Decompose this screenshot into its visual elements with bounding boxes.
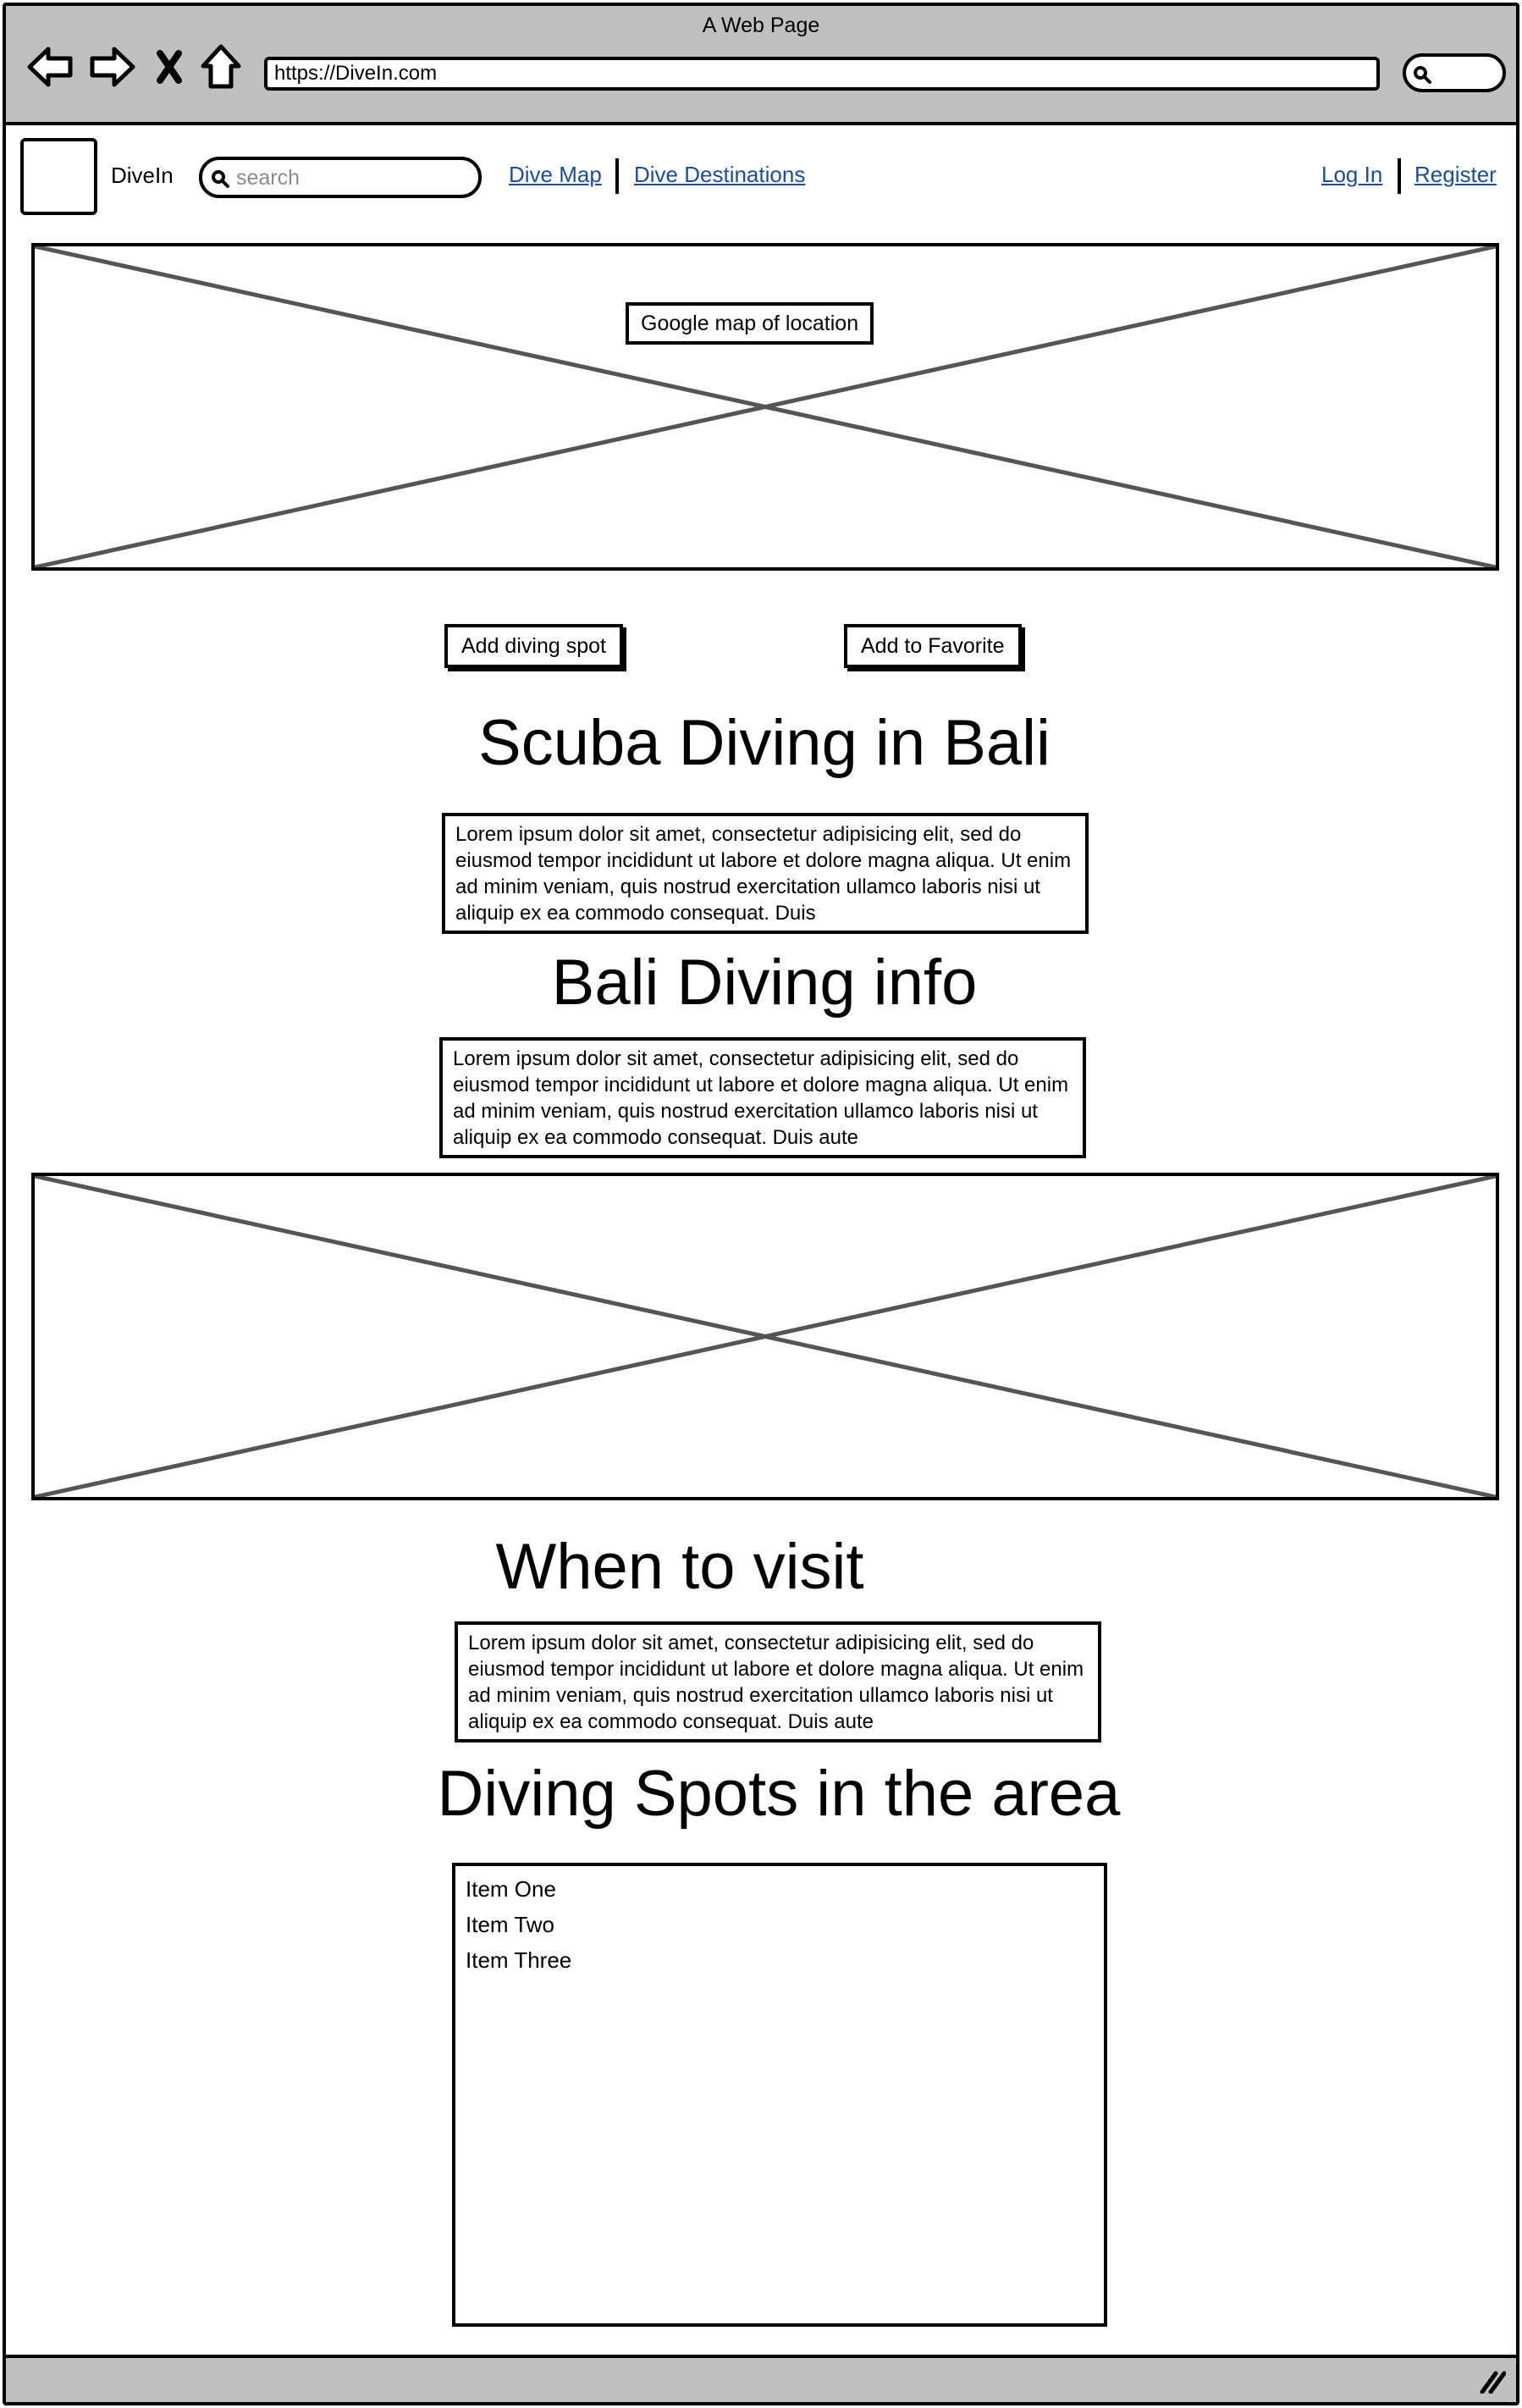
section-title-when-to-visit: When to visit (495, 1531, 864, 1603)
image-placeholder (31, 1173, 1499, 1500)
image-placeholder-cross (35, 1176, 1496, 1497)
site-search-box[interactable] (199, 157, 482, 198)
site-logo[interactable] (20, 138, 97, 215)
browser-search-field[interactable] (1403, 53, 1506, 92)
home-icon[interactable] (201, 44, 241, 90)
search-icon (212, 170, 229, 188)
diving-spots-list[interactable]: Item One Item Two Item Three (452, 1863, 1107, 2327)
brand-name: DiveIn (111, 163, 174, 188)
map-label: Google map of location (626, 302, 874, 345)
list-item[interactable]: Item Three (466, 1947, 572, 1973)
window-title: A Web Page (702, 14, 820, 37)
register-link[interactable]: Register (1414, 162, 1497, 187)
login-link[interactable]: Log In (1321, 162, 1383, 187)
image-placeholder-cross (35, 246, 1496, 567)
nav-link-dive-destinations[interactable]: Dive Destinations (634, 162, 806, 187)
nav-divider (615, 158, 619, 194)
url-bar[interactable]: https://DiveIn.com (264, 57, 1380, 91)
list-item[interactable]: Item One (466, 1876, 556, 1902)
resize-grip-icon[interactable] (1477, 2368, 1506, 2394)
browser-window: A Web Page https://DiveIn.com DiveIn Div… (3, 3, 1519, 2405)
add-to-favorite-button[interactable]: Add to Favorite (844, 624, 1022, 668)
auth-divider (1398, 158, 1401, 194)
browser-status-bar (6, 2355, 1516, 2402)
when-to-visit-text: Lorem ipsum dolor sit amet, consectetur … (455, 1621, 1101, 1742)
page-title: Scuba Diving in Bali (478, 707, 1051, 779)
section-title-diving-info: Bali Diving info (551, 947, 978, 1019)
search-input[interactable] (236, 165, 473, 191)
list-item[interactable]: Item Two (466, 1912, 555, 1937)
nav-link-dive-map[interactable]: Dive Map (509, 162, 602, 187)
browser-toolbar: A Web Page https://DiveIn.com (6, 6, 1516, 125)
add-diving-spot-button[interactable]: Add diving spot (444, 624, 623, 668)
diving-info-text: Lorem ipsum dolor sit amet, consectetur … (439, 1037, 1086, 1158)
arrow-right-icon[interactable] (89, 46, 136, 88)
search-icon (1414, 66, 1431, 84)
close-icon[interactable] (155, 50, 184, 84)
section-title-diving-spots: Diving Spots in the area (437, 1758, 1121, 1830)
arrow-left-icon[interactable] (26, 46, 74, 88)
intro-text: Lorem ipsum dolor sit amet, consectetur … (442, 813, 1089, 934)
map-placeholder[interactable]: Google map of location (31, 243, 1499, 571)
browser-nav-icons (26, 43, 241, 91)
